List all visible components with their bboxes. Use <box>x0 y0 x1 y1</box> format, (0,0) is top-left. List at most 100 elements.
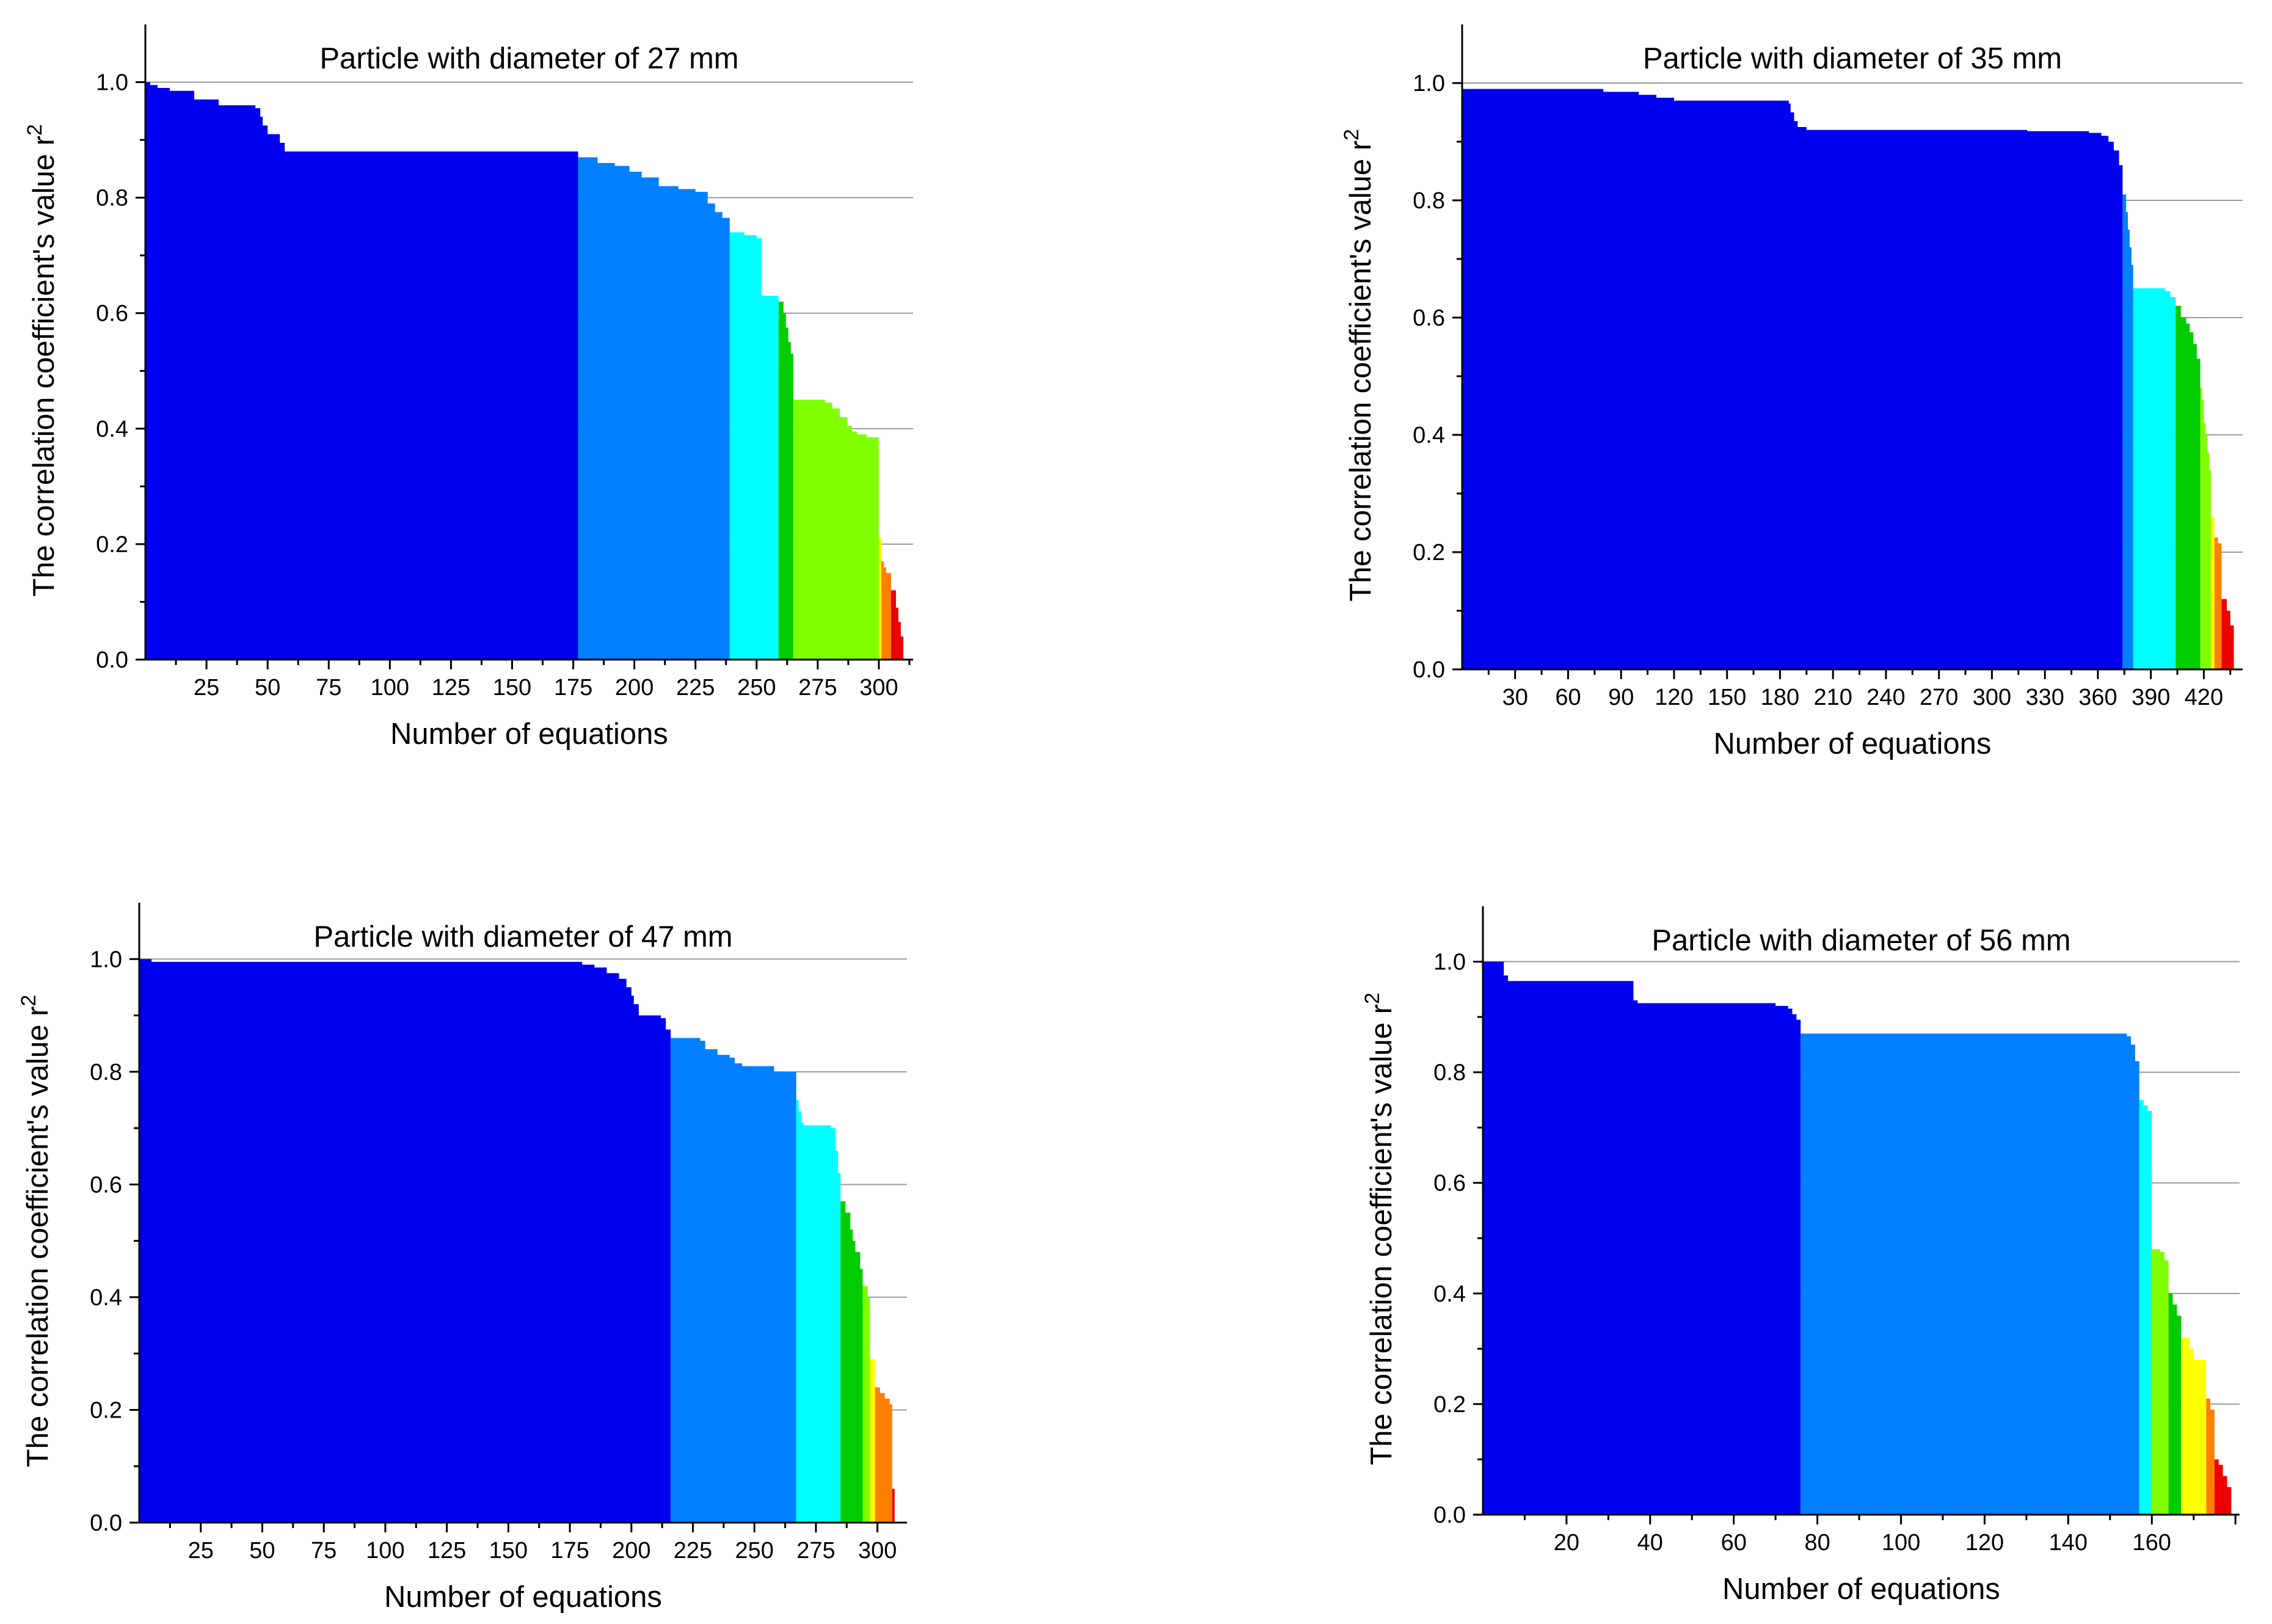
bar-segment-orange <box>875 1387 892 1523</box>
x-tick-label: 150 <box>493 675 531 701</box>
y-tick-label: 0.4 <box>96 417 128 442</box>
x-tick-label: 60 <box>1721 1530 1747 1556</box>
y-tick-label: 0.0 <box>1433 1502 1466 1528</box>
chart-title: Particle with diameter of 27 mm <box>319 42 738 75</box>
bar-segment-orange <box>2206 1398 2215 1515</box>
bar-segment-cyan <box>2139 1099 2152 1515</box>
chart-panel-1: 0.0 0.2 0.4 0.6 0.8 1.0 25 50 75 100 125 150 175 200 2… <box>23 24 913 751</box>
y-axis-label: The correlation coefficient's value r2 <box>23 124 60 597</box>
x-tick-label: 125 <box>428 1538 466 1564</box>
chart-title: Particle with diameter of 35 mm <box>1643 42 2062 75</box>
bar-segment-red <box>2221 599 2234 669</box>
x-tick-label: 150 <box>489 1538 528 1564</box>
x-tick-label: 60 <box>1555 685 1581 710</box>
x-axis-label: Number of equations <box>390 718 668 751</box>
x-tick-label: 225 <box>674 1538 712 1564</box>
x-tick-label: 300 <box>859 675 898 701</box>
y-tick-label: 0.6 <box>1433 1171 1466 1196</box>
bar-segment-cyan <box>729 232 779 660</box>
x-tick-label: 175 <box>554 675 592 701</box>
x-tick-label: 160 <box>2133 1530 2171 1556</box>
y-axis-label: The correlation coefficient's value r2 <box>17 995 54 1468</box>
y-tick-label: 0.2 <box>1413 540 1445 566</box>
x-tick-label: 330 <box>2025 685 2064 710</box>
x-tick-label: 275 <box>796 1538 835 1564</box>
x-tick-label: 100 <box>366 1538 404 1564</box>
bar-segment-blue <box>1483 961 1801 1515</box>
y-tick-label: 0.4 <box>1413 423 1445 448</box>
y-tick-label: 0.8 <box>96 186 128 211</box>
x-tick-label: 250 <box>737 675 776 701</box>
x-tick-label: 210 <box>1813 685 1852 710</box>
y-axis-label: The correlation coefficient's value r2 <box>1340 129 1377 602</box>
bar-segment-lime <box>2200 388 2211 669</box>
bar-segment-yellow <box>2210 517 2215 669</box>
y-tick-label: 1.0 <box>96 70 128 96</box>
bar-segment-green <box>840 1201 863 1523</box>
x-axis-label: Number of equations <box>384 1581 662 1614</box>
x-tick-label: 420 <box>2185 685 2223 710</box>
x-tick-label: 200 <box>615 675 654 701</box>
y-tick-label: 0.0 <box>1413 657 1445 683</box>
y-tick-label: 0.6 <box>90 1172 122 1198</box>
y-tick-label: 0.2 <box>96 532 128 558</box>
chart-panel-4: 0.0 0.2 0.4 0.6 0.8 1.0 20 40 60 80 100 120 140 160 Pa… <box>1361 906 2240 1606</box>
x-tick-label: 25 <box>188 1538 214 1564</box>
bar-segment-orange <box>2214 537 2222 669</box>
y-tick-label: 0.6 <box>1413 305 1445 331</box>
x-tick-label: 225 <box>676 675 715 701</box>
x-tick-label: 360 <box>2078 685 2117 710</box>
bar-segment-blue <box>1462 89 2123 670</box>
bar-segment-blue <box>145 82 578 660</box>
y-tick-label: 0.8 <box>1413 188 1445 214</box>
bar-segment-lime <box>793 399 879 660</box>
x-tick-label: 270 <box>1920 685 1958 710</box>
y-tick-label: 0.8 <box>90 1060 122 1085</box>
bar-segment-yellow <box>870 1359 875 1523</box>
x-tick-label: 180 <box>1761 685 1799 710</box>
y-tick-label: 0.0 <box>90 1510 122 1536</box>
x-axis-label: Number of equations <box>1722 1573 2000 1606</box>
x-tick-label: 100 <box>1882 1530 1920 1556</box>
bar-segment-red <box>2214 1459 2232 1515</box>
bar-segment-red <box>892 1488 895 1523</box>
x-tick-label: 80 <box>1804 1530 1830 1556</box>
x-tick-label: 100 <box>371 675 409 701</box>
bar-segment-cyan <box>2133 288 2176 669</box>
bar-segment-blue <box>139 959 671 1523</box>
chart-title: Particle with diameter of 56 mm <box>1651 924 2070 957</box>
x-tick-label: 175 <box>550 1538 589 1564</box>
x-tick-label: 50 <box>249 1538 275 1564</box>
x-tick-label: 75 <box>311 1538 337 1564</box>
bar-segment-green <box>778 301 793 660</box>
x-tick-label: 120 <box>1965 1530 2004 1556</box>
bar-segment-orange <box>881 561 891 660</box>
x-tick-label: 200 <box>612 1538 650 1564</box>
x-tick-label: 390 <box>2132 685 2170 710</box>
x-tick-label: 40 <box>1637 1530 1663 1556</box>
x-tick-label: 140 <box>2049 1530 2088 1556</box>
x-tick-label: 50 <box>255 675 280 701</box>
bar-segment-yellow <box>878 538 881 660</box>
x-tick-label: 300 <box>858 1538 897 1564</box>
x-tick-label: 250 <box>735 1538 774 1564</box>
y-tick-label: 1.0 <box>90 947 122 972</box>
x-tick-label: 20 <box>1554 1530 1579 1556</box>
y-tick-label: 0.0 <box>96 647 128 673</box>
x-tick-label: 30 <box>1502 685 1528 710</box>
x-tick-label: 75 <box>316 675 341 701</box>
y-tick-label: 1.0 <box>1413 71 1445 96</box>
x-tick-label: 240 <box>1866 685 1905 710</box>
chart-title: Particle with diameter of 47 mm <box>313 920 732 953</box>
bar-segment-red <box>890 590 903 660</box>
x-tick-label: 120 <box>1655 685 1693 710</box>
y-axis-label: The correlation coefficient's value r2 <box>1361 992 1398 1465</box>
y-tick-label: 0.4 <box>1433 1281 1466 1307</box>
bar-segment-lightblue <box>671 1038 796 1523</box>
y-tick-label: 0.8 <box>1433 1060 1466 1086</box>
bar-segment-lime <box>862 1286 870 1523</box>
x-axis-label: Number of equations <box>1714 727 1992 760</box>
x-tick-label: 90 <box>1608 685 1634 710</box>
x-tick-label: 150 <box>1708 685 1746 710</box>
